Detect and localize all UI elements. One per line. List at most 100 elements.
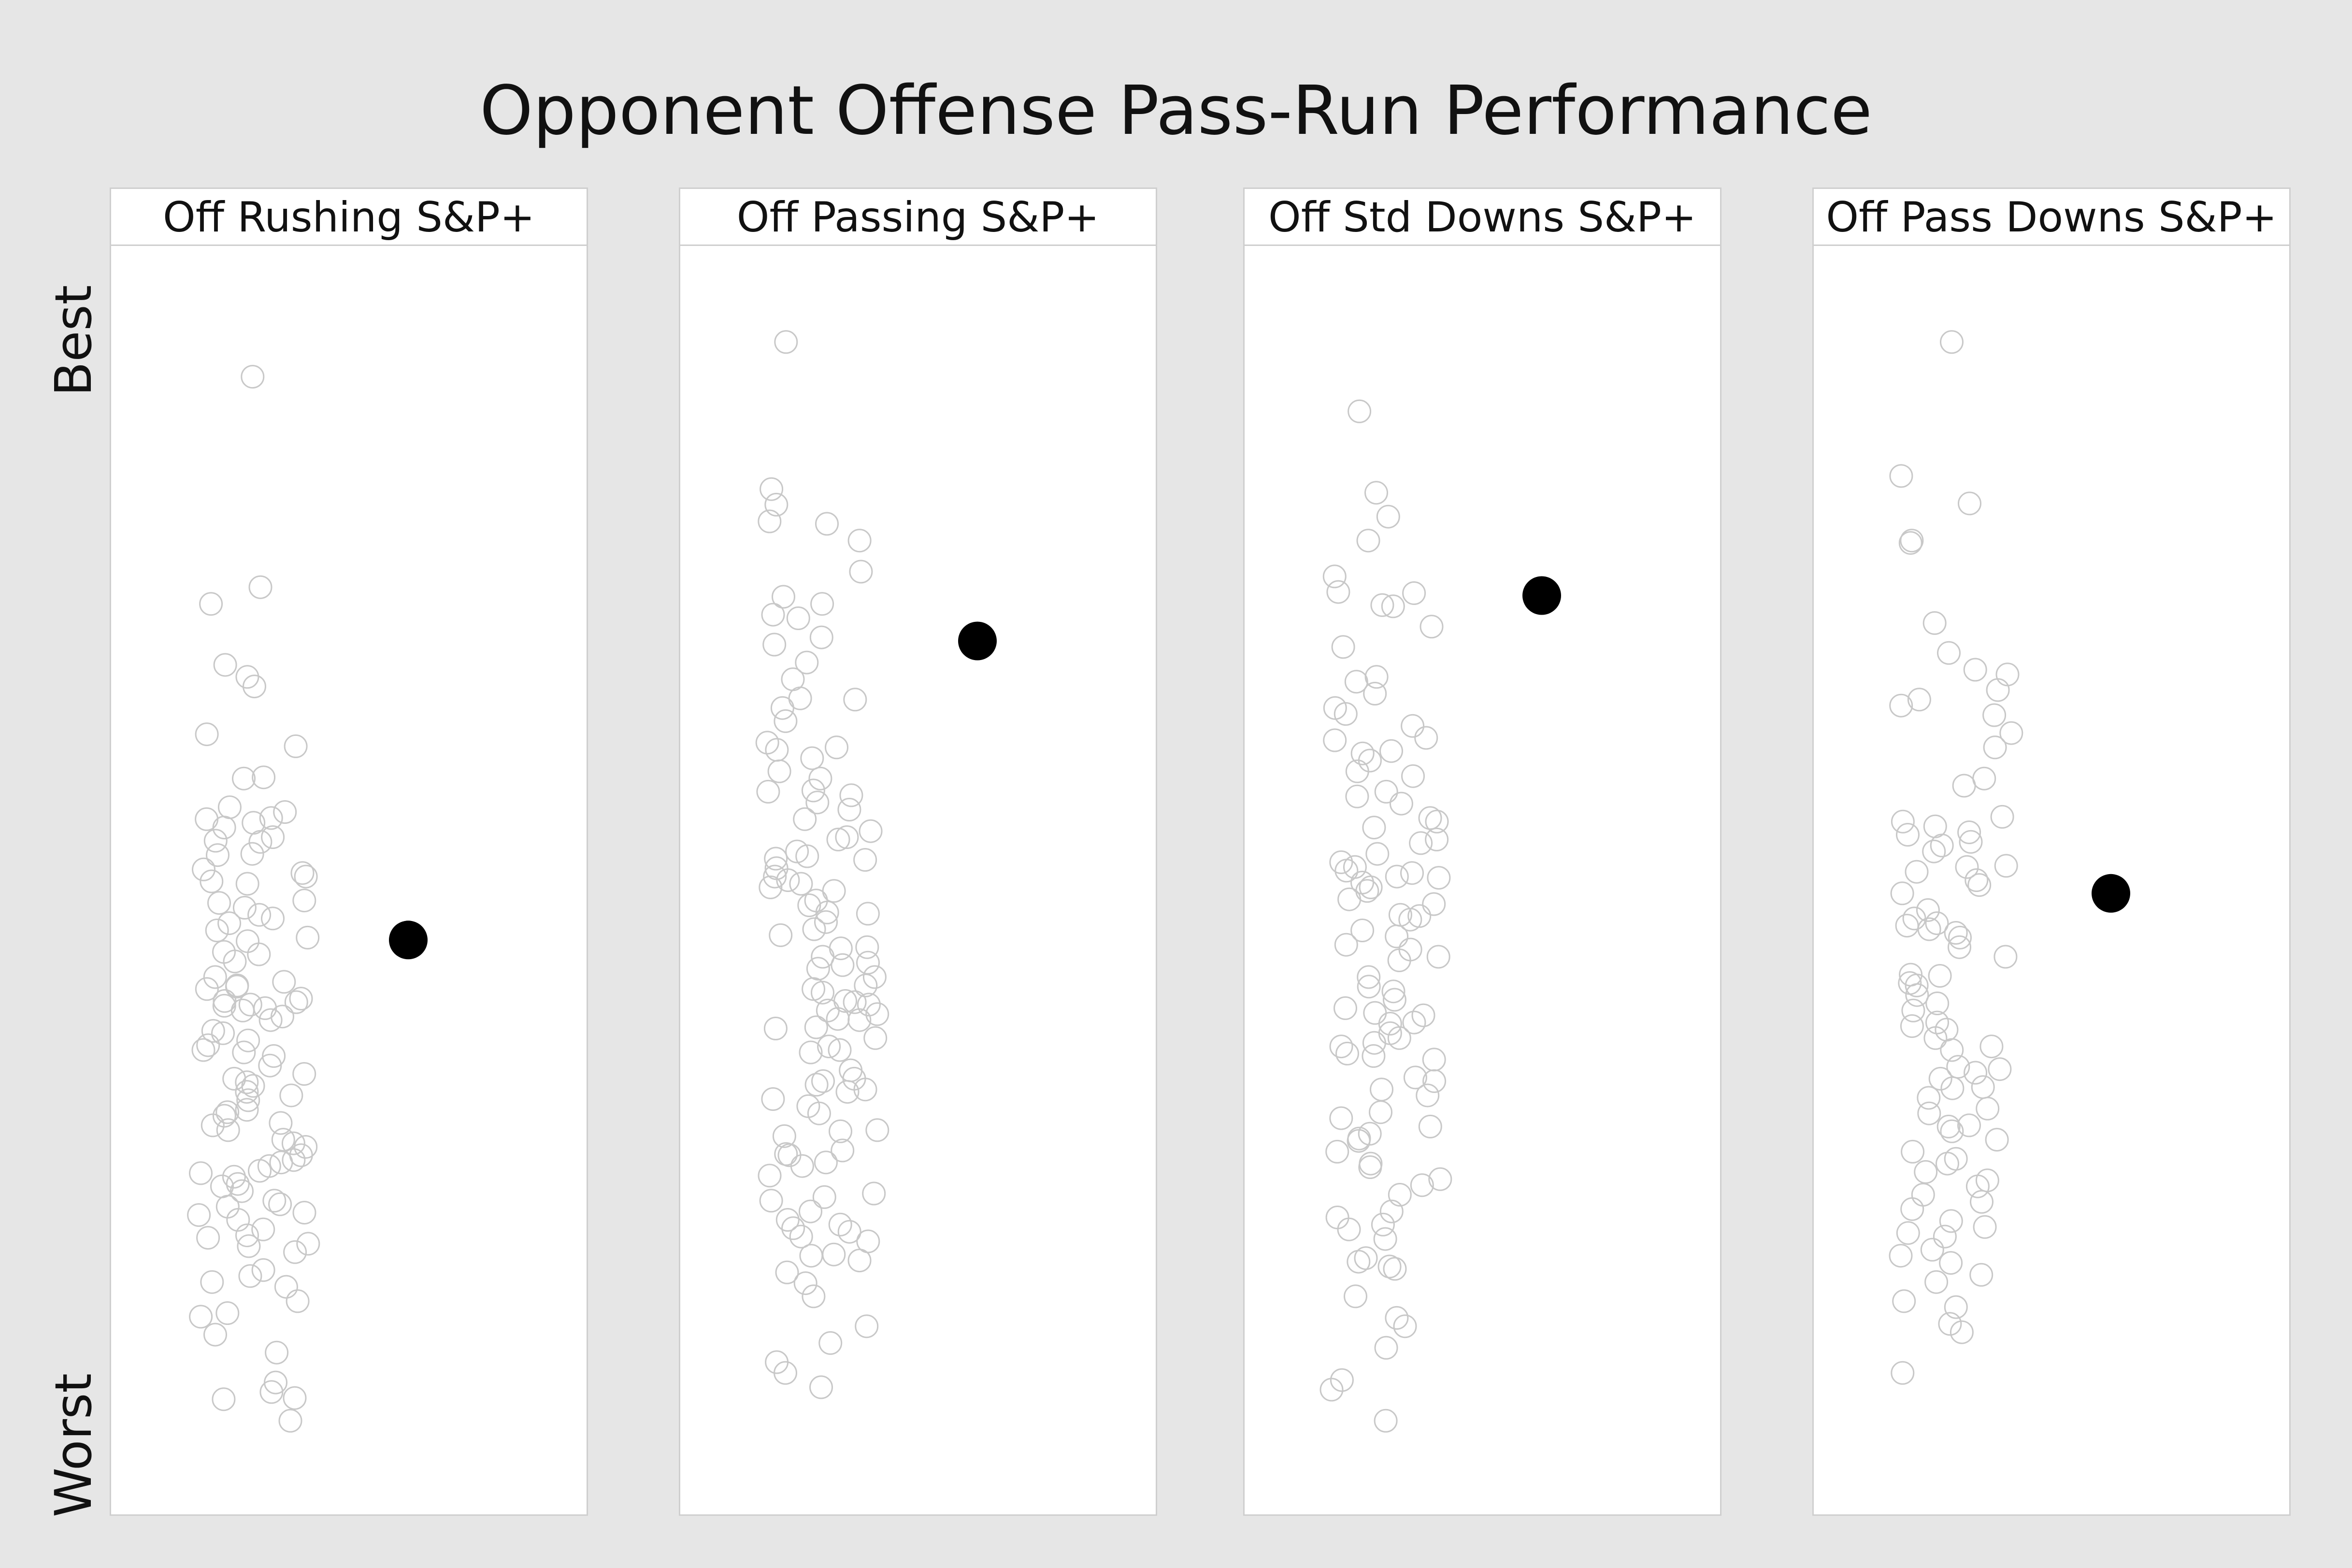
opponent-point [1400,861,1424,885]
opponent-point [196,1033,220,1057]
opponent-point [814,910,838,934]
opponent-point [1969,1263,1993,1287]
highlight-point [389,921,428,960]
opponent-point [774,709,798,733]
opponent-point [811,980,834,1005]
opponent-point [843,688,867,712]
opponent-point [1905,860,1929,884]
opponent-point [273,800,297,824]
opponent-point [1940,1076,1965,1100]
opponent-point [849,560,873,584]
opponent-point [187,1203,211,1227]
opponent-point [1928,964,1952,988]
opponent-point [1938,1312,1962,1336]
opponent-point [1950,1320,1974,1344]
opponent-point [1418,1114,1442,1138]
opponent-point [1900,1014,1924,1038]
opponent-point [805,791,830,815]
opponent-point [865,1118,889,1142]
opponent-point [1383,1257,1407,1281]
highlight-point [1522,576,1561,615]
opponent-point [1917,1101,1941,1125]
opponent-point [1937,641,1961,665]
opponent-point [211,1021,235,1045]
opponent-point [290,861,315,885]
opponent-point [835,1080,860,1104]
opponent-point [856,950,880,975]
opponent-point [806,957,830,981]
opponent-point [196,1226,220,1250]
opponent-point [793,1271,817,1295]
opponent-point [294,1135,318,1159]
opponent-point [817,1035,841,1059]
opponent-point [1389,791,1413,816]
opponent-point [1986,678,2010,702]
opponent-point [1357,975,1381,999]
panel-title: Off Std Downs S&P+ [1245,189,1720,246]
opponent-point [203,965,227,989]
opponent-point [776,868,800,892]
opponent-point [1416,1083,1440,1108]
opponent-point [1936,1114,1961,1138]
opponent-point [804,1073,829,1097]
opponent-point [802,977,826,1001]
opponent-point [1409,831,1433,855]
opponent-point [1901,998,1925,1022]
opponent-point [802,1284,826,1309]
opponent-point [1382,988,1406,1012]
opponent-point [1972,766,1996,791]
opponent-point [248,1159,272,1183]
opponent-point [1426,945,1450,969]
opponent-point [215,1100,240,1124]
opponent-point [201,1019,225,1043]
opponent-point [1370,593,1394,617]
opponent-point [1337,1217,1361,1241]
opponent-point [831,953,855,977]
opponent-point [1325,1139,1349,1164]
opponent-point [814,1151,838,1175]
opponent-point [1889,693,1913,718]
opponent-point [1940,1119,1964,1143]
opponent-point [1923,1026,1948,1050]
opponent-point [1900,1197,1924,1221]
opponent-point [289,1143,313,1167]
opponent-point [853,1078,877,1102]
opponent-point [207,891,231,915]
opponent-point [1895,914,1919,938]
opponent-point [1385,924,1409,949]
opponent-point [286,1289,310,1313]
opponent-point [761,603,785,627]
opponent-point [764,492,789,517]
opponent-point [1898,531,1922,555]
opponent-point [235,1098,259,1122]
opponent-point [247,942,271,966]
opponent-point [253,996,277,1020]
opponent-point [1917,917,1941,941]
opponent-point [1407,904,1432,928]
opponent-point [1329,850,1353,874]
opponent-point [230,1179,254,1203]
panel-title: Off Pass Downs S&P+ [1814,189,2289,246]
opponent-point [1334,996,1357,1020]
opponent-point [1422,1048,1446,1072]
opponent-point [235,872,259,896]
opponent-point [810,592,834,616]
opponent-point [272,970,296,994]
opponent-point [1982,703,2007,727]
opponent-point [1959,830,1983,854]
opponent-point [1374,1336,1398,1360]
opponent-point [1955,855,1979,879]
opponent-point [829,1119,852,1143]
opponent-point [201,1113,225,1137]
opponent-point [278,1409,302,1433]
opponent-point [236,929,259,953]
opponent-point [760,477,784,501]
opponent-point [837,1220,861,1244]
opponent-point [1916,898,1940,922]
opponent-point [1319,1378,1344,1402]
opponent-point [1905,983,1929,1007]
opponent-point [1385,864,1409,889]
opponent-point [1907,688,1931,712]
opponent-point [1971,1075,1995,1099]
opponent-point [235,1070,259,1094]
